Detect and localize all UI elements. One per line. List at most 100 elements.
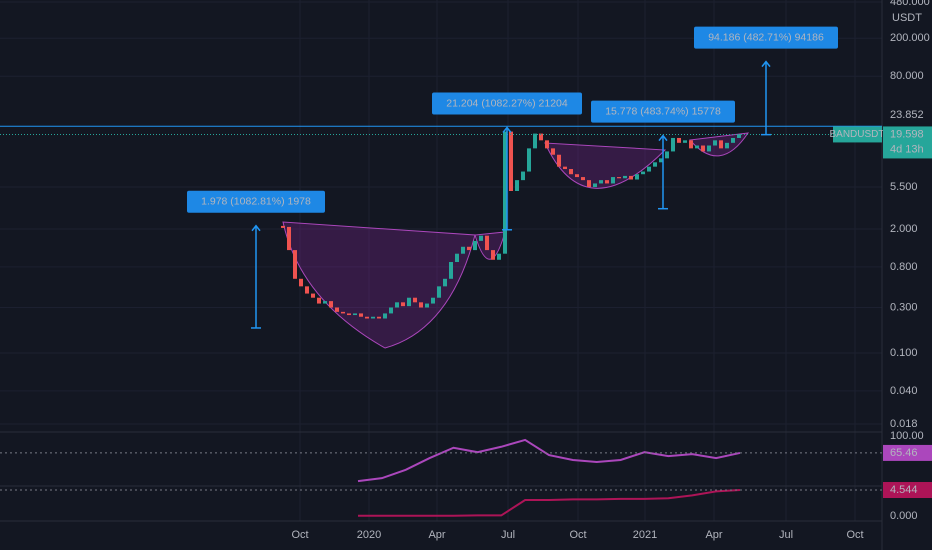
candle (599, 180, 603, 184)
currency: USDT (892, 12, 922, 24)
candle (719, 140, 723, 149)
candle (449, 262, 453, 279)
candle (383, 313, 387, 319)
y-tick-label: 0.100 (890, 347, 918, 359)
y-tick-label: 80.000 (890, 70, 924, 82)
candle (377, 316, 381, 319)
candle (353, 313, 357, 316)
candle (305, 286, 309, 294)
candle (437, 286, 441, 298)
candle (317, 297, 321, 304)
candle (587, 180, 591, 188)
candle (491, 250, 495, 260)
candle (539, 133, 543, 141)
x-tick-label: Jul (501, 529, 515, 541)
x-tick-label: Apr (428, 529, 445, 541)
annotation-box (187, 190, 325, 213)
candle (629, 175, 633, 180)
candle (509, 131, 513, 192)
candle (431, 297, 435, 304)
candle (347, 313, 351, 316)
candle (311, 293, 315, 298)
x-tick-label: Oct (569, 529, 586, 541)
candle (521, 171, 525, 181)
candle (731, 137, 735, 143)
annotation-label: 21.204 (1082.27%) 21204 (446, 97, 568, 109)
x-tick-label: 2021 (633, 529, 657, 541)
grid (0, 0, 882, 521)
candle (443, 278, 447, 287)
marks (281, 131, 741, 319)
candle (503, 131, 507, 254)
y-tick-label: 2.000 (890, 223, 918, 235)
candle (407, 297, 411, 307)
candle (725, 142, 729, 149)
annotation-box (591, 100, 735, 123)
indicator-last-label: 4.544 (890, 484, 918, 496)
y-tick-label: 100.00 (890, 430, 924, 442)
level-label: 23.852 (890, 109, 924, 121)
y-tick-label: 480.000 (890, 0, 930, 8)
candle (551, 148, 555, 155)
candle (683, 140, 687, 143)
arrow-head (251, 224, 261, 232)
candle (707, 145, 711, 152)
candle (329, 301, 333, 308)
candle (335, 307, 339, 312)
candle (569, 169, 573, 175)
candle (545, 140, 549, 149)
candle (557, 154, 561, 167)
candle (737, 134, 741, 138)
candle (479, 235, 483, 241)
candle (299, 278, 303, 287)
y-tick-label: 0.018 (890, 418, 918, 430)
candle (659, 158, 663, 163)
y-tick-label: 0.300 (890, 301, 918, 313)
candle (635, 174, 639, 180)
y-tick-label: 0.000 (890, 510, 918, 522)
candle (371, 316, 375, 319)
candle (293, 250, 297, 279)
x-tick-label: Oct (846, 529, 863, 541)
candle (413, 297, 417, 303)
candle (701, 145, 705, 152)
level-label-box (883, 107, 932, 124)
candle (341, 311, 345, 314)
candle (647, 166, 651, 172)
candle (617, 177, 621, 179)
candle (359, 313, 363, 317)
candle (467, 246, 471, 251)
candle (671, 137, 675, 152)
candle (455, 253, 459, 263)
annotation-box (694, 26, 838, 49)
candle (533, 133, 537, 149)
y-tick-label: 200.000 (890, 32, 930, 44)
candle (563, 166, 567, 170)
last-price-box (883, 126, 932, 159)
arrow-head (761, 60, 771, 68)
candle (527, 148, 531, 172)
symbol-box (833, 126, 882, 143)
indicator-line (358, 489, 741, 517)
candle (365, 316, 369, 319)
cup-pattern (282, 221, 476, 349)
candle (653, 162, 657, 167)
x-tick-label: 2020 (357, 529, 381, 541)
last-price-label: 19.598 (890, 128, 924, 140)
candle (389, 307, 393, 314)
candle (281, 225, 285, 228)
candle (689, 140, 693, 149)
symbol-label: BANDUSDT (829, 129, 884, 140)
y-tick-label: 0.040 (890, 385, 918, 397)
countdown: 4d 13h (890, 143, 924, 155)
arrow-head (502, 126, 512, 133)
annotation-label: 1.978 (1082.81%) 1978 (201, 196, 311, 208)
annotation-label: 94.186 (482.71%) 94186 (708, 31, 824, 43)
indicator-last-label: 65.46 (890, 447, 918, 459)
candle (473, 240, 477, 251)
candle (575, 174, 579, 178)
candle (323, 301, 327, 304)
candle (461, 246, 465, 254)
